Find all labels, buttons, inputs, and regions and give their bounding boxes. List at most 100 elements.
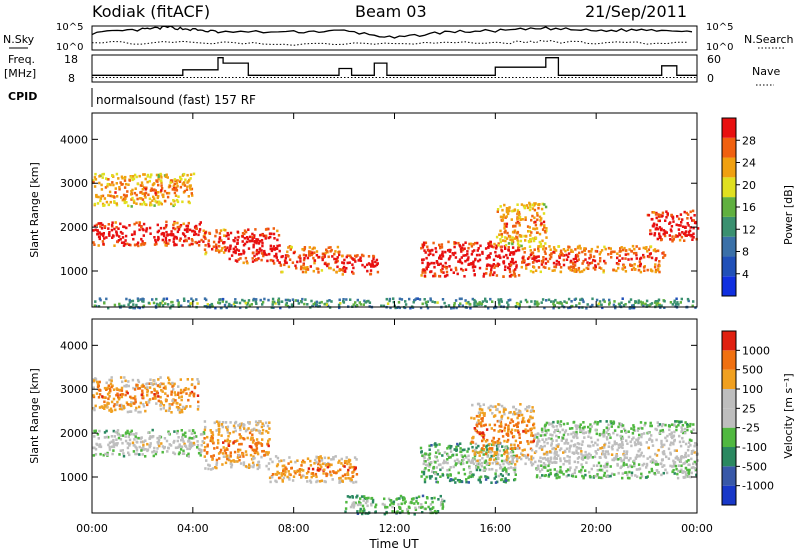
range-cell (190, 297, 193, 301)
range-cell (197, 382, 200, 385)
range-cell (114, 443, 117, 446)
range-cell (632, 266, 636, 270)
range-cell (583, 425, 586, 429)
range-cell (692, 236, 695, 239)
range-cell (579, 471, 583, 474)
range-cell (252, 463, 255, 467)
range-cell (633, 464, 636, 467)
range-cell (695, 473, 698, 477)
range-cell (533, 256, 536, 259)
range-cell (310, 251, 313, 254)
range-cell (588, 430, 592, 433)
range-cell (326, 299, 329, 303)
range-cell (501, 218, 505, 222)
range-cell (467, 263, 470, 266)
range-cell (678, 233, 682, 237)
range-cell (136, 378, 140, 382)
range-cell (531, 237, 535, 240)
range-cell (656, 463, 660, 466)
range-cell (516, 242, 520, 246)
range-cell (473, 427, 476, 430)
range-cell (341, 268, 344, 272)
range-cell (177, 303, 180, 307)
range-cell (517, 430, 520, 434)
range-cell (477, 444, 480, 448)
range-cell (249, 453, 253, 457)
range-cell (489, 297, 492, 301)
range-cell (269, 480, 272, 484)
range-cell (130, 401, 133, 404)
range-cell (230, 304, 233, 307)
range-cell (221, 425, 225, 429)
range-cell (261, 303, 264, 306)
range-cell (239, 306, 242, 310)
range-cell (510, 443, 513, 447)
range-cell (260, 455, 263, 459)
range-cell (120, 386, 124, 390)
range-cell (188, 184, 192, 188)
range-cell (199, 451, 202, 455)
range-cell (617, 446, 621, 449)
range-cell (429, 503, 433, 506)
range-cell (472, 243, 475, 246)
range-cell (344, 510, 347, 513)
range-cell (392, 297, 395, 300)
range-cell (498, 419, 501, 423)
range-cell (270, 249, 274, 253)
range-cell (344, 477, 347, 480)
range-cell (321, 255, 325, 259)
range-cell (547, 298, 551, 302)
range-cell (252, 236, 256, 239)
range-cell (505, 209, 509, 212)
range-cell (157, 183, 160, 187)
range-cell (188, 201, 191, 205)
range-cell (518, 433, 521, 436)
range-cell (239, 428, 242, 432)
range-cell (161, 299, 164, 303)
range-cell (628, 300, 631, 304)
range-cell (187, 221, 190, 225)
range-cell (274, 479, 277, 483)
range-cell (311, 247, 314, 251)
range-cell (648, 437, 652, 441)
range-cell (418, 505, 421, 509)
range-cell (314, 301, 317, 305)
range-cell (544, 423, 547, 427)
range-cell (454, 251, 457, 255)
range-cell (265, 429, 268, 433)
range-cell (544, 463, 547, 467)
range-cell (261, 241, 264, 245)
range-cell (321, 462, 325, 466)
range-cell (289, 460, 293, 464)
range-cell (502, 468, 505, 471)
range-cell (476, 402, 480, 406)
range-cell (256, 240, 259, 243)
range-cell (617, 471, 620, 475)
range-cell (546, 469, 549, 472)
range-cell (481, 439, 484, 443)
range-cell (172, 184, 176, 188)
range-cell (264, 237, 267, 240)
range-cell (177, 452, 181, 456)
range-cell (659, 429, 662, 433)
range-cell (613, 473, 616, 476)
range-cell (501, 474, 504, 478)
range-cell (374, 503, 378, 507)
range-cell (182, 449, 185, 453)
range-cell (430, 497, 433, 500)
range-cell (132, 177, 136, 181)
range-cell (273, 237, 276, 240)
range-cell (140, 237, 143, 241)
range-cell (575, 304, 578, 307)
range-cell (579, 298, 582, 302)
range-cell (680, 426, 683, 429)
range-cell (668, 222, 671, 225)
range-cell (530, 218, 533, 222)
range-cell (543, 452, 546, 456)
range-cell (495, 460, 498, 463)
range-cell (338, 298, 341, 302)
range-cell (478, 422, 481, 425)
range-cell (533, 258, 536, 262)
range-cell (132, 237, 135, 241)
range-cell (431, 500, 434, 504)
